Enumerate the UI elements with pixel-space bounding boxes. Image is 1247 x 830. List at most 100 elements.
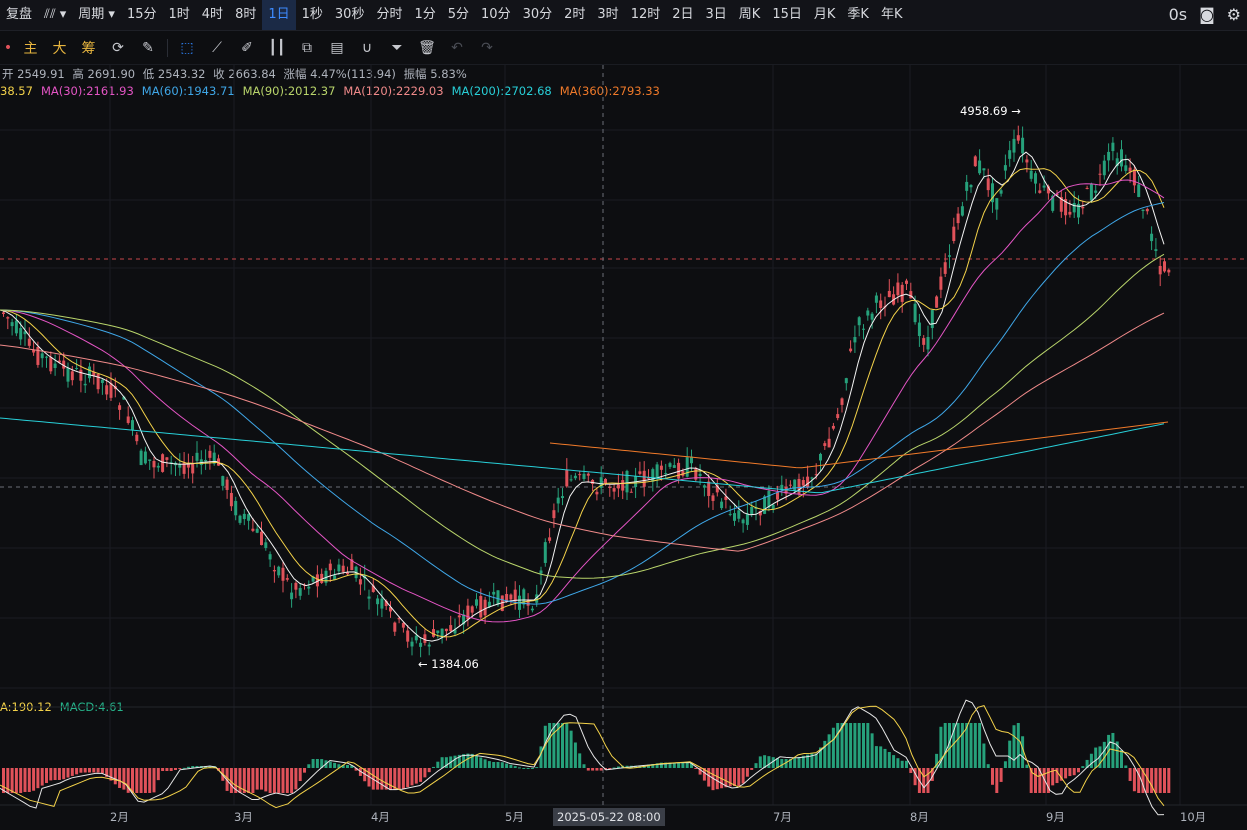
- magnet-icon[interactable]: ∪: [361, 39, 373, 56]
- macd-bar: [651, 763, 655, 768]
- macd-bar: [969, 723, 973, 768]
- period-item[interactable]: 4时: [201, 7, 224, 22]
- period-item[interactable]: 1时: [168, 7, 190, 22]
- draw-pen-icon[interactable]: ✐: [241, 39, 253, 56]
- macd-bar: [1094, 747, 1098, 768]
- macd-bar: [1124, 765, 1128, 768]
- macd-bar: [956, 723, 960, 768]
- macd-bar: [406, 768, 410, 788]
- candle-body: [1137, 184, 1141, 197]
- candle-body: [393, 622, 397, 632]
- candle-body: [131, 420, 134, 430]
- candle-body: [664, 473, 668, 475]
- macd-bar: [1042, 768, 1046, 793]
- candle-body: [982, 168, 986, 171]
- big-order-button[interactable]: 大: [52, 40, 67, 57]
- menu-dot-icon[interactable]: •: [3, 39, 13, 56]
- candle-body: [1034, 173, 1037, 184]
- macd-bar: [952, 723, 956, 768]
- period-item[interactable]: 1秒: [301, 7, 323, 22]
- candle-body: [999, 190, 1003, 194]
- macd-bar: [733, 768, 736, 786]
- macd-bar: [866, 723, 870, 768]
- macd-bar: [900, 760, 904, 768]
- candle-body: [178, 464, 182, 468]
- ruler-pen-icon[interactable]: ✎: [142, 39, 154, 56]
- candle-body: [840, 398, 844, 405]
- period-item[interactable]: 季K: [847, 7, 869, 22]
- candle-body: [36, 347, 40, 365]
- candle-body: [1068, 211, 1072, 215]
- candle-body: [655, 464, 659, 480]
- period-bar: 复盘 ⫽⫽ ▾ 周期 ▾ 15分 1时 4时 8时 1日 1秒 30秒 分时 1分 5分 10分 30分 2时…: [0, 0, 1247, 31]
- refresh-icon[interactable]: ⟳: [112, 39, 124, 56]
- candle-body: [552, 510, 556, 519]
- filter-icon[interactable]: ⏷: [391, 39, 403, 56]
- macd-bar: [10, 768, 14, 793]
- period-item[interactable]: 30分: [522, 7, 553, 22]
- candle-body: [1124, 165, 1128, 171]
- candle-body: [234, 500, 238, 516]
- period-item[interactable]: 分时: [376, 7, 403, 22]
- cursor-select-icon[interactable]: ⬚: [180, 39, 194, 56]
- macd-bar: [1077, 768, 1080, 773]
- candle-body: [505, 593, 509, 602]
- period-item[interactable]: 30秒: [334, 7, 365, 22]
- period-item[interactable]: 2时: [564, 7, 586, 22]
- period-item[interactable]: 15分: [126, 7, 157, 22]
- period-item[interactable]: 3时: [597, 7, 619, 22]
- candle-body: [698, 473, 702, 476]
- candle-body: [707, 481, 711, 496]
- camera-icon[interactable]: ◙: [1199, 5, 1215, 24]
- candle-body: [432, 629, 435, 637]
- candle-body: [1145, 208, 1149, 212]
- candle-body: [1150, 233, 1154, 242]
- candle-body: [1046, 186, 1050, 194]
- period-item[interactable]: 年K: [880, 7, 903, 22]
- period-item[interactable]: 1日: [262, 0, 296, 30]
- period-item[interactable]: 月K: [813, 7, 836, 22]
- period-item[interactable]: 8时: [235, 7, 257, 22]
- candle-body: [1003, 165, 1007, 171]
- undo-icon[interactable]: ↶: [451, 39, 463, 56]
- candle-body: [642, 470, 646, 487]
- period-item[interactable]: 2日: [672, 7, 694, 22]
- period-item[interactable]: 10分: [481, 7, 511, 22]
- copy-icon[interactable]: ⧉: [302, 39, 312, 56]
- candlestick-icon[interactable]: ┃┃: [268, 39, 286, 56]
- period-item[interactable]: 1分: [414, 7, 436, 22]
- main-indicator-button[interactable]: 主: [23, 40, 38, 57]
- candle-body: [195, 452, 199, 461]
- candle-body: [690, 456, 693, 464]
- macd-bar: [857, 723, 861, 768]
- chips-button[interactable]: 筹: [81, 40, 96, 57]
- candle-body: [569, 479, 573, 481]
- high-annotation: 4958.69 →: [960, 104, 1021, 118]
- candle-body: [1008, 150, 1012, 159]
- macd-bar: [225, 768, 229, 791]
- candle-body: [702, 485, 706, 488]
- period-item[interactable]: 周期 ▾: [78, 7, 115, 22]
- macd-bar: [720, 768, 724, 789]
- candle-body: [204, 459, 208, 462]
- note-edit-icon[interactable]: ▤: [330, 39, 344, 56]
- period-item[interactable]: 复盘: [6, 7, 33, 22]
- period-item[interactable]: 12时: [630, 7, 661, 22]
- measure-ruler-icon[interactable]: ⟋: [212, 39, 222, 56]
- macd-bar: [690, 762, 693, 768]
- period-item[interactable]: 3日: [705, 7, 727, 22]
- period-item[interactable]: 5分: [447, 7, 470, 22]
- settings-icon[interactable]: ⚙: [1226, 5, 1241, 24]
- period-item[interactable]: 15日: [772, 7, 802, 22]
- macd-bar: [1038, 768, 1042, 793]
- redo-icon[interactable]: ↷: [481, 39, 493, 56]
- candle-body: [264, 542, 268, 548]
- macd-bar: [754, 763, 758, 768]
- period-item[interactable]: ⫽⫽ ▾: [44, 7, 67, 22]
- period-item[interactable]: 周K: [738, 7, 761, 22]
- trash-icon[interactable]: 🗑: [418, 39, 436, 56]
- macd-bar: [242, 768, 246, 793]
- candle-body: [745, 513, 749, 525]
- candle-body: [1089, 183, 1093, 201]
